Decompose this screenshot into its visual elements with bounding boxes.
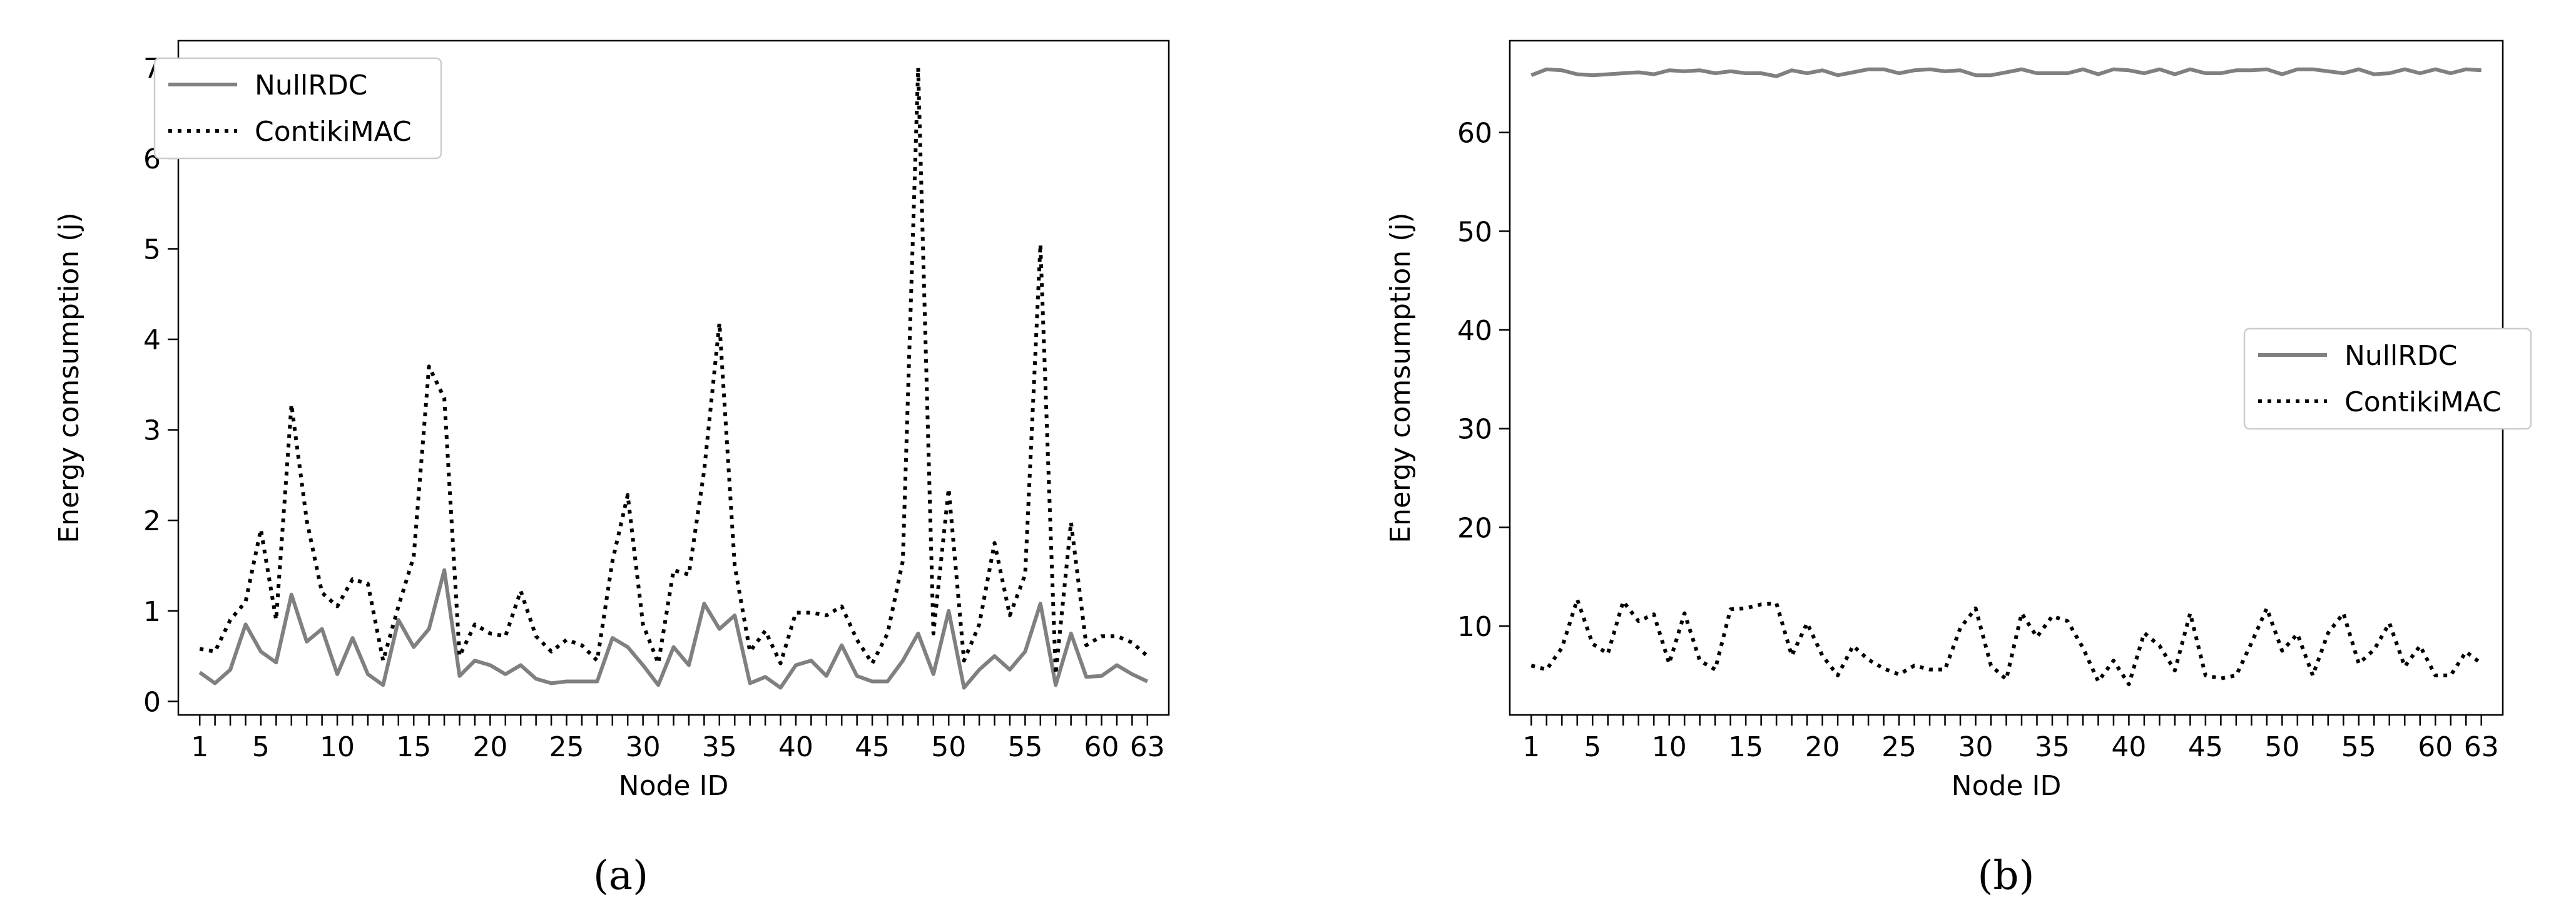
y-axis-label: Energy comsumption (j) <box>53 212 85 543</box>
x-axis-label: Node ID <box>1952 770 2062 802</box>
series-line-nullrdc <box>1530 67 2482 78</box>
x-tick-label: 1 <box>191 731 208 763</box>
x-tick-label: 45 <box>2188 731 2223 763</box>
x-tick-label: 63 <box>1130 731 1165 763</box>
panel-b: 1 5 10 15 20 25 30 35 40 45 50 55 60 63102030405060No… <box>1385 39 2532 899</box>
x-tick-label: 60 <box>1084 731 1119 763</box>
y-tick-label: 4 <box>143 324 161 356</box>
series-line-contikimac <box>1530 597 2483 687</box>
x-tick-label: 5 <box>1584 731 1601 763</box>
legend: NullRDC ContikiMAC <box>2243 327 2532 430</box>
legend-label-contikimac: ContikiMAC <box>255 116 412 148</box>
x-tick-label: 5 <box>252 731 270 763</box>
x-tick-label: 35 <box>2035 731 2070 763</box>
y-tick-label: 10 <box>1457 611 1492 643</box>
y-tick-label: 50 <box>1457 216 1492 248</box>
series-line-nullrdc <box>198 568 1149 690</box>
y-tick-label: 1 <box>143 596 161 628</box>
y-tick-label: 60 <box>1457 118 1492 150</box>
series-line-contikimac <box>199 66 1149 676</box>
y-tick-label: 2 <box>143 505 161 537</box>
x-tick-label: 55 <box>1007 731 1042 763</box>
y-tick-label: 3 <box>143 415 161 447</box>
x-tick-label: 15 <box>1728 731 1763 763</box>
y-tick-label: 40 <box>1457 315 1492 347</box>
x-tick-label: 25 <box>549 731 584 763</box>
legend: NullRDC ContikiMAC <box>153 57 442 160</box>
legend-label-nullrdc: NullRDC <box>255 69 367 101</box>
panel-caption: (b) <box>1978 853 2035 899</box>
x-tick-label: 60 <box>2418 731 2453 763</box>
panel-caption: (a) <box>593 853 648 899</box>
x-tick-label: 30 <box>626 731 661 763</box>
x-tick-label: 1 <box>1522 731 1540 763</box>
y-tick-label: 20 <box>1457 512 1492 544</box>
x-tick-label: 45 <box>855 731 890 763</box>
x-tick-label: 40 <box>778 731 813 763</box>
y-axis-label: Energy comsumption (j) <box>1385 212 1417 543</box>
x-tick-label: 55 <box>2341 731 2376 763</box>
x-tick-label: 20 <box>1805 731 1840 763</box>
x-axis-label: Node ID <box>619 770 729 802</box>
x-tick-label: 50 <box>931 731 966 763</box>
legend-label-nullrdc: NullRDC <box>2344 340 2457 372</box>
x-tick-label: 30 <box>1958 731 1993 763</box>
y-tick-label: 30 <box>1457 414 1492 446</box>
x-tick-label: 35 <box>702 731 737 763</box>
x-tick-label: 25 <box>1881 731 1917 763</box>
legend-label-contikimac: ContikiMAC <box>2344 386 2502 418</box>
y-tick-label: 5 <box>143 234 161 265</box>
x-tick-label: 50 <box>2264 731 2299 763</box>
x-tick-label: 10 <box>1652 731 1687 763</box>
x-tick-label: 40 <box>2111 731 2146 763</box>
x-tick-label: 20 <box>472 731 507 763</box>
x-tick-label: 63 <box>2464 731 2499 763</box>
x-tick-label: 10 <box>320 731 355 763</box>
y-tick-label: 0 <box>143 686 161 718</box>
x-tick-label: 15 <box>396 731 431 763</box>
